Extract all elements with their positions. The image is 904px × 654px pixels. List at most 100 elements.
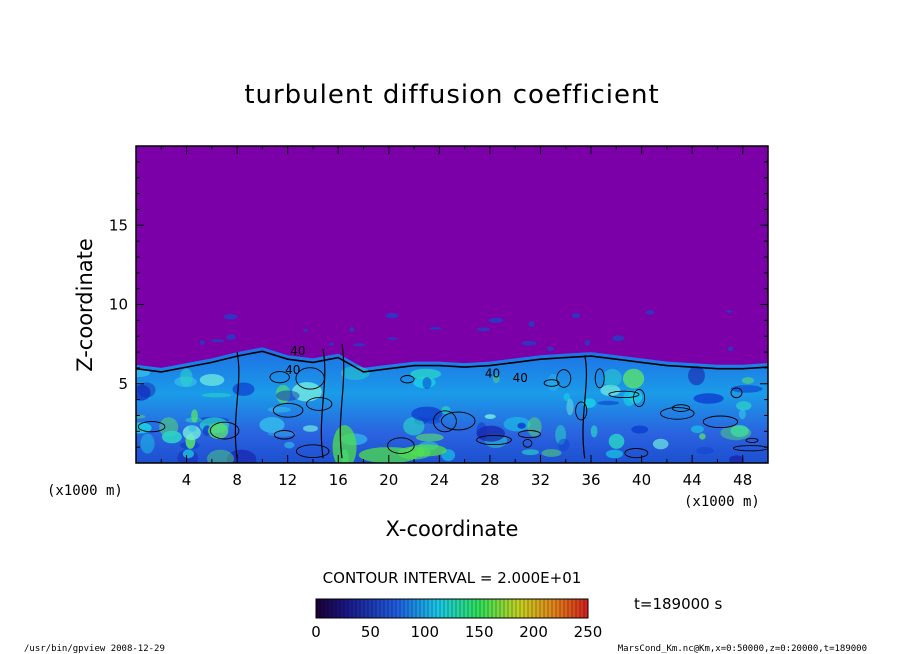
contour-line	[295, 444, 330, 459]
field-blob	[208, 422, 229, 439]
field-blob	[136, 422, 152, 434]
field-blob	[699, 433, 706, 440]
field-blob	[140, 433, 155, 454]
field-wisp	[612, 335, 625, 342]
field-wisp	[223, 313, 238, 320]
x-tick-label: 48	[733, 471, 752, 489]
field-blob	[199, 374, 225, 386]
field-blob	[136, 384, 151, 401]
x-tick-label: 32	[531, 471, 550, 489]
field-blob	[527, 417, 542, 437]
x-tick-label: 4	[182, 471, 192, 489]
field-blob	[226, 449, 257, 463]
field-blob	[590, 425, 598, 438]
footer-left: /usr/bin/gpview 2008-12-29	[24, 644, 165, 654]
x-tick-label: 8	[232, 471, 242, 489]
field-blob	[291, 382, 322, 402]
colorbar-tick-label: 200	[519, 623, 548, 641]
y-unit-label: (x1000 m)	[47, 483, 123, 499]
contour-line	[432, 410, 457, 433]
x-tick-label: 28	[480, 471, 499, 489]
colorbar-tick-label: 250	[574, 623, 603, 641]
field-blob	[605, 449, 624, 459]
contour-label: 40	[513, 371, 528, 385]
contour-line	[269, 371, 290, 384]
field-wisp	[727, 346, 734, 352]
colorbar-stripes	[319, 599, 585, 618]
field-wisp	[488, 317, 504, 323]
field-wisp	[521, 341, 537, 346]
field-blob	[696, 446, 714, 455]
field-blob	[608, 433, 625, 449]
field-blob	[541, 449, 562, 457]
field-blob	[555, 425, 566, 445]
field-blob	[741, 377, 755, 384]
field-blob	[566, 398, 574, 416]
contour-line	[136, 350, 768, 373]
contour-label: 40	[285, 363, 300, 377]
field-wisp	[385, 313, 399, 319]
field-blob	[441, 406, 451, 415]
y-tick-label: 15	[109, 216, 128, 234]
field-wisp	[429, 327, 442, 330]
x-unit-label: (x1000 m)	[684, 494, 760, 510]
field-blob	[267, 406, 291, 413]
field-blob	[422, 377, 432, 389]
field-wisp	[387, 337, 399, 340]
field-blob	[182, 449, 194, 459]
field-wisp	[199, 340, 205, 346]
field-blob	[736, 401, 752, 411]
field-blob	[597, 400, 620, 406]
contour-line	[440, 411, 476, 431]
contour-label: 40	[485, 366, 500, 380]
field-wisp	[328, 342, 335, 346]
x-tick-label: 36	[581, 471, 600, 489]
contour-line	[400, 375, 415, 384]
field-blob	[738, 409, 746, 420]
contour-line	[209, 421, 240, 440]
field-blob	[284, 441, 295, 449]
field-blob	[623, 368, 645, 389]
contour-line	[272, 402, 304, 418]
field-blob	[340, 366, 370, 380]
contour-line	[582, 355, 588, 459]
contour-line	[543, 379, 560, 387]
colorbar-tick-label: 150	[465, 623, 494, 641]
field-blob	[275, 384, 291, 404]
field-blob	[558, 438, 570, 452]
time-label: t=189000 s	[634, 595, 722, 613]
field-blob	[303, 425, 318, 432]
field-wisp	[547, 346, 554, 352]
contour-line	[575, 401, 588, 421]
contour-layer: 40 40 40 40	[136, 344, 768, 459]
field-blob	[191, 409, 198, 423]
contour-label: 40	[290, 344, 305, 358]
field-blob	[623, 390, 635, 407]
field-plume	[332, 425, 357, 463]
contour-line	[745, 437, 759, 443]
field-blob	[161, 430, 182, 444]
field-wisp	[528, 321, 535, 327]
field-wisp	[476, 327, 491, 332]
contour-line	[522, 438, 533, 448]
field-blob	[136, 369, 151, 377]
field-blob	[207, 449, 234, 463]
contour-line	[234, 351, 240, 459]
x-tick-label: 12	[278, 471, 297, 489]
contour-line	[730, 387, 743, 399]
x-tick-label: 24	[430, 471, 449, 489]
x-tick-label: 20	[379, 471, 398, 489]
colorbar-frame	[315, 598, 589, 619]
field-wisp	[571, 313, 581, 319]
field-blob	[188, 425, 197, 432]
field-blob	[517, 422, 526, 429]
field-plume	[406, 444, 447, 457]
field-blob	[232, 382, 255, 396]
contour-line	[387, 437, 415, 454]
field-wisp	[584, 340, 591, 346]
y-axis-ticks: 5 10 15	[109, 161, 768, 448]
field-blob	[476, 425, 506, 442]
field-blob	[410, 368, 442, 380]
field-blob	[137, 382, 156, 398]
